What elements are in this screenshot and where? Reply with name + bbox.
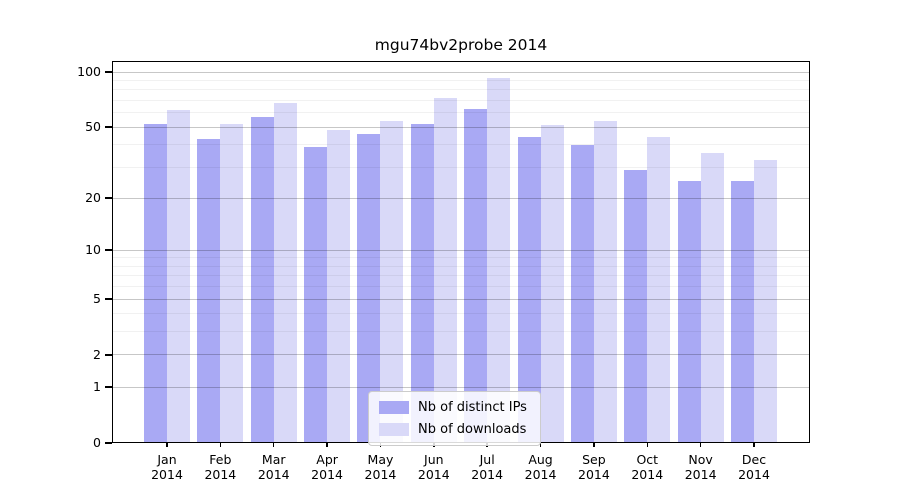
bar-downloads-feb bbox=[220, 123, 244, 443]
bar-ips-may bbox=[357, 133, 381, 443]
y-tick-0 bbox=[105, 442, 112, 444]
x-tick-label-dec: Dec 2014 bbox=[738, 452, 770, 482]
x-tick-label-oct: Oct 2014 bbox=[631, 452, 664, 482]
x-tick-mar bbox=[272, 443, 275, 447]
x-tick-nov bbox=[699, 443, 702, 447]
x-tick-aug bbox=[539, 443, 542, 447]
y-tick-label-100: 100 bbox=[77, 64, 101, 80]
bar-ips-mar bbox=[250, 116, 274, 443]
bar-downloads-aug bbox=[540, 125, 564, 443]
x-tick-feb bbox=[219, 443, 222, 447]
bar-downloads-jan bbox=[167, 110, 190, 443]
y-tick-100 bbox=[105, 71, 112, 74]
x-tick-label-may: May 2014 bbox=[364, 452, 397, 482]
bar-ips-nov bbox=[677, 181, 701, 443]
x-tick-label-jun: Jun 2014 bbox=[417, 452, 450, 482]
y-tick-5 bbox=[105, 298, 112, 300]
x-tick-label-jan: Jan 2014 bbox=[151, 452, 183, 482]
x-tick-label-apr: Apr 2014 bbox=[311, 452, 343, 482]
x-tick-dec bbox=[753, 443, 755, 447]
bar-ips-dec bbox=[731, 181, 754, 443]
x-tick-label-nov: Nov 2014 bbox=[684, 452, 717, 482]
x-tick-label-mar: Mar 2014 bbox=[257, 452, 290, 482]
bar-ips-apr bbox=[304, 146, 328, 443]
legend-item-distinct-ips: Nb of distinct IPs bbox=[379, 399, 527, 416]
chart-title: mgu74bv2probe 2014 bbox=[374, 36, 548, 54]
bar-downloads-jun bbox=[433, 98, 457, 443]
bar-ips-sep bbox=[570, 144, 594, 443]
y-tick-10 bbox=[105, 249, 112, 252]
bar-downloads-dec bbox=[754, 159, 777, 443]
y-tick-label-20: 20 bbox=[85, 190, 101, 206]
bar-downloads-jul bbox=[487, 77, 511, 443]
bar-downloads-may bbox=[380, 120, 404, 443]
y-tick-50 bbox=[105, 126, 112, 129]
x-tick-label-feb: Feb 2014 bbox=[204, 452, 237, 482]
x-tick-label-aug: Aug 2014 bbox=[524, 452, 557, 482]
legend: Nb of distinct IPs Nb of downloads bbox=[368, 391, 541, 446]
y-tick-label-2: 2 bbox=[93, 346, 101, 362]
legend-label-downloads: Nb of downloads bbox=[418, 422, 527, 437]
bar-downloads-nov bbox=[700, 152, 724, 443]
x-tick-label-jul: Jul 2014 bbox=[471, 452, 504, 482]
y-tick-label-10: 10 bbox=[85, 242, 101, 258]
bar-downloads-oct bbox=[647, 137, 671, 443]
y-tick-label-1: 1 bbox=[93, 379, 101, 395]
x-tick-oct bbox=[646, 443, 649, 447]
x-tick-label-sep: Sep 2014 bbox=[578, 452, 610, 482]
legend-swatch-downloads bbox=[379, 423, 409, 436]
plot-area bbox=[112, 61, 810, 443]
y-tick-label-5: 5 bbox=[93, 291, 101, 306]
bar-downloads-sep bbox=[593, 120, 617, 443]
legend-item-downloads: Nb of downloads bbox=[379, 421, 527, 438]
y-tick-label-0: 0 bbox=[93, 435, 101, 450]
bars-layer bbox=[112, 61, 810, 443]
y-tick-2 bbox=[105, 353, 112, 356]
x-tick-sep bbox=[593, 443, 595, 447]
y-tick-1 bbox=[105, 386, 112, 389]
y-tick-label-50: 50 bbox=[85, 119, 101, 135]
legend-swatch-distinct-ips bbox=[379, 401, 409, 414]
y-tick-20 bbox=[105, 197, 112, 200]
x-tick-jan bbox=[166, 443, 168, 447]
bar-ips-jun bbox=[410, 123, 434, 443]
bar-ips-jan bbox=[144, 123, 167, 443]
bar-ips-feb bbox=[197, 138, 221, 443]
bar-ips-oct bbox=[624, 169, 648, 443]
bar-ips-aug bbox=[517, 137, 541, 443]
x-tick-apr bbox=[326, 443, 328, 447]
bar-ips-jul bbox=[464, 108, 488, 443]
bar-downloads-apr bbox=[327, 130, 351, 443]
bar-downloads-mar bbox=[273, 102, 297, 443]
legend-label-distinct-ips: Nb of distinct IPs bbox=[418, 400, 527, 415]
